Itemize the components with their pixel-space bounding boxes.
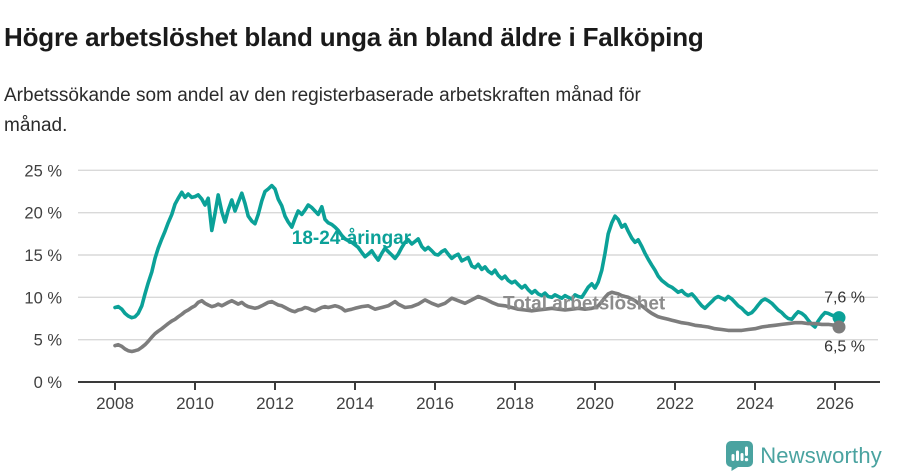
line-chart: 0 % 5 % 10 % 15 % 20 % 25 % 2008 2010 2012 2014 20…	[0, 140, 900, 440]
y-tick-label: 20 %	[24, 205, 62, 223]
series-label-young: 18-24-åringar	[292, 228, 412, 249]
series-end-dot-0	[832, 311, 846, 325]
series-line-1	[113, 290, 841, 354]
footer-branding: Newsworthy	[726, 441, 882, 471]
series-label-total: Total arbetslöshet	[503, 293, 666, 314]
x-tick-label: 2012	[256, 394, 294, 413]
x-tick-label: 2018	[496, 394, 534, 413]
x-tick-label: 2020	[576, 394, 614, 413]
x-tick-label: 2024	[736, 394, 774, 413]
chart-canvas: 0 % 5 % 10 % 15 % 20 % 25 % 2008 2010 2012 2014 20…	[24, 162, 880, 413]
y-tick-label: 0 %	[34, 374, 63, 392]
x-tick-label: 2016	[416, 394, 454, 413]
x-tick-label: 2008	[96, 394, 134, 413]
y-tick-label: 15 %	[24, 247, 62, 265]
x-tick-label: 2014	[336, 394, 374, 413]
series-end-dot-1	[832, 320, 846, 334]
page-title: Högre arbetslöshet bland unga än bland ä…	[4, 22, 704, 53]
end-value-label-young: 7,6 %	[824, 289, 865, 306]
chart-subtitle: Arbetssökande som andel av den registerb…	[4, 85, 641, 136]
x-tick-label: 2022	[656, 394, 694, 413]
series-line-0	[113, 183, 841, 329]
x-tick-label: 2010	[176, 394, 214, 413]
brand-name: Newsworthy	[760, 443, 882, 468]
y-tick-label: 5 %	[34, 332, 63, 350]
newsworthy-logo-icon	[726, 441, 754, 471]
y-tick-label: 10 %	[24, 289, 62, 307]
y-tick-label: 25 %	[24, 162, 62, 180]
x-tick-label: 2026	[816, 394, 854, 413]
end-value-label-total: 6,5 %	[824, 339, 865, 356]
